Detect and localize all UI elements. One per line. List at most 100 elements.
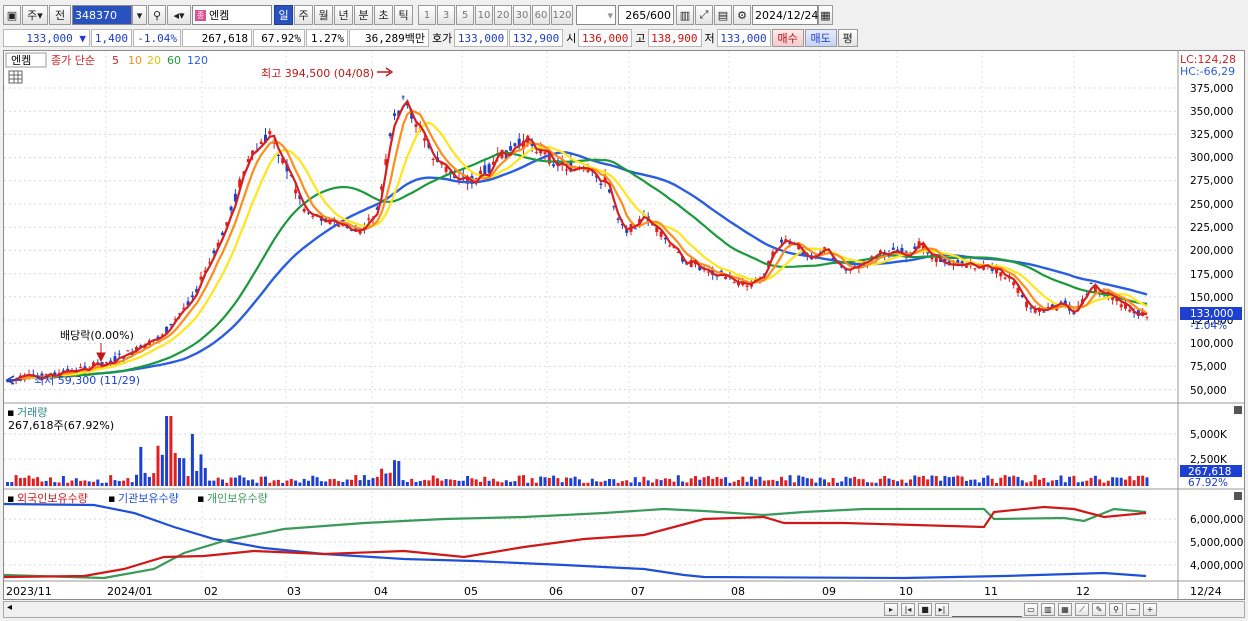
volume-value-label: 267,618주(67.92%): [8, 419, 114, 432]
volume-bar: [436, 478, 439, 486]
volume-pane-close-icon[interactable]: [1234, 406, 1242, 414]
all-select[interactable]: 전: [49, 5, 71, 25]
price-candle: [706, 271, 710, 273]
price-candle: [651, 224, 654, 226]
price-candle: [233, 193, 237, 202]
chart-canvas[interactable]: 엔켐 종가 단순 5 10 20 60 120 LC:124,28 HC:-66…: [4, 51, 1244, 599]
buy-button[interactable]: 매수: [771, 29, 804, 47]
volume-bar: [801, 476, 805, 486]
window-icon[interactable]: ▣: [3, 5, 21, 25]
volume-bar: [823, 479, 826, 486]
save-icon[interactable]: ▤: [714, 5, 732, 25]
volume-bar: [952, 476, 955, 486]
volume-bar: [792, 482, 796, 486]
code-dropdown-chevron-down-icon[interactable]: ▾: [132, 5, 147, 25]
period-month-button[interactable]: 월: [314, 5, 333, 25]
display-count-field[interactable]: 265/600: [618, 5, 674, 25]
interval-5-button[interactable]: 5: [456, 5, 474, 25]
holdings-series-individual[interactable]: 개인보유수량: [207, 492, 268, 505]
volume-bar: [100, 482, 104, 486]
table-toggle-icon[interactable]: [8, 70, 23, 84]
sound-icon[interactable]: ◂▾: [167, 5, 191, 25]
volume-bar: [827, 482, 831, 486]
ma-period-20[interactable]: 20: [147, 54, 161, 67]
interval-30-button[interactable]: 30: [513, 5, 531, 25]
price-candle: [625, 228, 629, 233]
period-buttons: 일 주 월 년 분 초 틱: [274, 5, 414, 25]
calendar-icon[interactable]: ▦: [818, 5, 833, 25]
candle-type-icon[interactable]: ▥: [676, 5, 694, 25]
zoom-slider[interactable]: [952, 603, 1022, 617]
chart-scrollbar[interactable]: ◂ ▸ |◂ ■ ▸| ▭ ▥ ▦ ⟋ ✎ ⚲ − +: [3, 601, 1245, 618]
price-candle: [1050, 304, 1054, 307]
volume-bar: [246, 480, 250, 486]
volume-bar: [861, 479, 865, 486]
zoom-icon[interactable]: ⚲: [1109, 603, 1123, 616]
scroll-first-icon[interactable]: |◂: [901, 603, 915, 616]
trade-amount-unit: 백만: [404, 32, 425, 45]
market-select[interactable]: 주 ▾: [22, 5, 48, 25]
price-axis-label: 150,000: [1190, 292, 1233, 304]
interval-120-button[interactable]: 120: [551, 5, 573, 25]
avg-button[interactable]: 평: [837, 29, 858, 47]
stock-name-field[interactable]: 종 엔켐: [192, 5, 272, 25]
volume-bar: [122, 480, 126, 486]
ma-period-5[interactable]: 5: [112, 54, 119, 67]
price-candle: [840, 266, 844, 268]
period-minute-button[interactable]: 분: [354, 5, 373, 25]
trend-icon[interactable]: ⟋: [1075, 603, 1089, 616]
volume-bar: [147, 476, 151, 486]
period-second-button[interactable]: 초: [374, 5, 393, 25]
volume-bar: [762, 480, 766, 486]
draw-icon[interactable]: ✎: [1092, 603, 1106, 616]
date-axis-label: 03: [287, 585, 301, 598]
custom-interval-select[interactable]: ▾: [576, 5, 616, 25]
period-tick-button[interactable]: 틱: [394, 5, 413, 25]
period-year-button[interactable]: 년: [334, 5, 353, 25]
volume-bar: [169, 416, 173, 486]
compare-icon[interactable]: ⤢: [695, 5, 713, 25]
interval-20-button[interactable]: 20: [494, 5, 512, 25]
stock-code-input[interactable]: 348370: [72, 5, 132, 25]
holdings-series-institution[interactable]: 기관보유수량: [118, 492, 179, 505]
sell-button[interactable]: 매도: [804, 29, 837, 47]
volume-bar: [582, 482, 586, 486]
gear-icon[interactable]: ⚙: [733, 5, 751, 25]
volume-bar: [27, 475, 31, 486]
volume-bar: [178, 457, 181, 486]
zoom-out-icon[interactable]: −: [1126, 603, 1140, 616]
price-candle: [530, 142, 534, 146]
search-icon[interactable]: ⚲: [148, 5, 166, 25]
stop-icon[interactable]: ■: [918, 603, 932, 616]
grid-icon[interactable]: ▦: [1058, 603, 1072, 616]
scroll-last-icon[interactable]: ▸|: [935, 603, 949, 616]
holdings-series-foreign[interactable]: 외국인보유수량: [17, 492, 88, 505]
stock-label-box[interactable]: [5, 52, 47, 68]
ma-period-60[interactable]: 60: [167, 54, 181, 67]
scroll-left-icon[interactable]: ◂: [7, 602, 13, 613]
volume-bar: [517, 475, 521, 486]
volume-bar: [53, 482, 57, 486]
price-candle: [956, 260, 960, 266]
interval-60-button[interactable]: 60: [532, 5, 550, 25]
volume-bar: [57, 482, 61, 486]
volume-bar: [1033, 475, 1037, 486]
period-week-button[interactable]: 주: [294, 5, 313, 25]
interval-3-button[interactable]: 3: [437, 5, 455, 25]
date-input[interactable]: 2024/12/24: [752, 5, 818, 25]
chart-panel[interactable]: 엔켐 종가 단순 5 10 20 60 120 LC:124,28 HC:-66…: [3, 50, 1245, 600]
interval-1-button[interactable]: 1: [418, 5, 436, 25]
holdings-pane-close-icon[interactable]: [1234, 492, 1242, 500]
price-candle: [479, 170, 482, 175]
scroll-right-icon[interactable]: ▸: [884, 603, 898, 616]
split-icon[interactable]: ▥: [1041, 603, 1055, 616]
layout-icon[interactable]: ▭: [1024, 603, 1038, 616]
volume-bar: [741, 476, 745, 486]
ma-period-120[interactable]: 120: [187, 54, 208, 67]
zoom-in-icon[interactable]: +: [1143, 603, 1157, 616]
interval-60-label: 60: [534, 9, 548, 21]
ma-period-10[interactable]: 10: [128, 54, 142, 67]
period-day-button[interactable]: 일: [274, 5, 293, 25]
interval-10-button[interactable]: 10: [475, 5, 493, 25]
volume-bar: [883, 476, 887, 486]
